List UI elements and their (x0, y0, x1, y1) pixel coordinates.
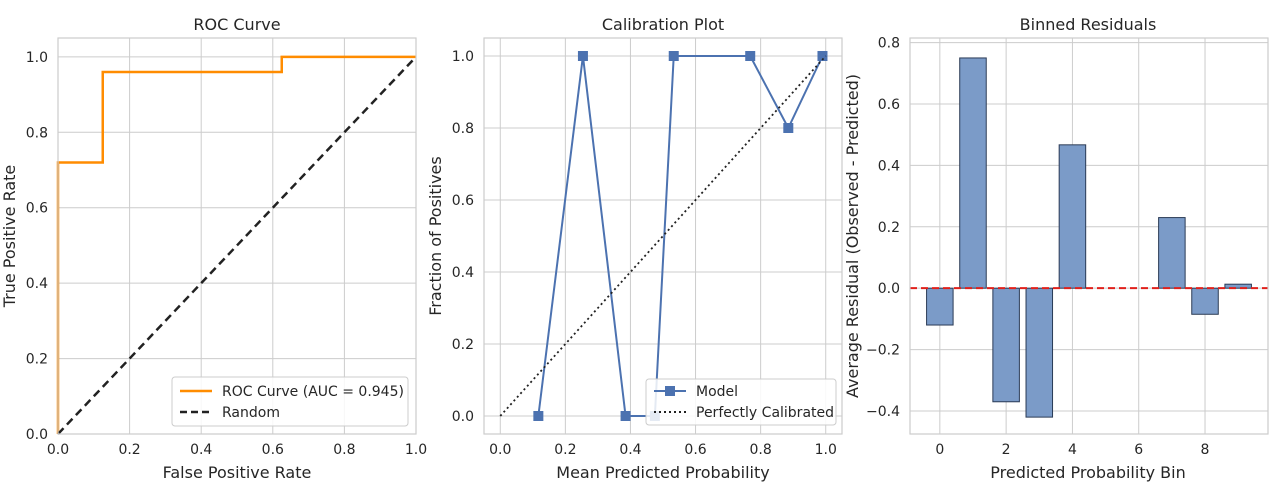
calibration-x-tick-label: 0.4 (619, 442, 641, 458)
roc-x-tick-label: 0.4 (190, 442, 212, 458)
roc-y-tick-label: 1.0 (26, 50, 48, 66)
calibration-legend-box (645, 378, 837, 426)
calibration-point-marker (533, 411, 544, 421)
residual-bar (1224, 283, 1252, 289)
residuals-title: Binned Residuals (1020, 15, 1157, 34)
calibration-x-tick-label: 1.0 (815, 442, 837, 458)
residual-bar (1058, 144, 1087, 289)
residuals-panel: Binned Residuals 0 2 4 6 8 −0.4 −0.2 0.0 0.2 0.4 0… (843, 15, 1269, 482)
roc-panel: ROC Curve 0.0 0.2 0.4 0.6 0.8 1.0 0.0 0.2 0.4 0.6… (0, 15, 427, 482)
roc-y-label: True Positive Rate (0, 165, 19, 309)
residual-bar (992, 287, 1020, 403)
residuals-x-tick-label: 8 (1201, 442, 1210, 458)
calibration-y-label: Fraction of Positives (426, 156, 445, 315)
residuals-y-tick-label: −0.2 (866, 343, 900, 359)
residual-bar (1025, 287, 1054, 418)
residuals-x-tick-label: 4 (1068, 442, 1077, 458)
roc-x-tick-label: 0.8 (333, 442, 355, 458)
calibration-x-tick-label: 0.0 (489, 442, 511, 458)
residuals-x-tick-label: 0 (935, 442, 944, 458)
roc-x-tick-label: 0.0 (47, 442, 69, 458)
residuals-y-tick-label: 0.4 (878, 158, 900, 174)
residuals-plot-frame (909, 37, 1269, 435)
calibration-point-marker (668, 51, 679, 61)
roc-series-line-1 (57, 55, 417, 435)
calibration-x-tick-label: 0.6 (684, 442, 706, 458)
calibration-title: Calibration Plot (602, 15, 724, 34)
residuals-x-tick-label: 6 (1134, 442, 1143, 458)
residuals-y-tick-label: −0.4 (866, 404, 900, 420)
residual-bar (1191, 287, 1219, 315)
roc-x-tick-label: 0.2 (118, 442, 140, 458)
roc-legend-label-random: Random (222, 405, 280, 421)
residual-bar (926, 287, 954, 326)
calibration-plot-frame (483, 37, 843, 435)
calibration-x-label: Mean Predicted Probability (556, 463, 769, 482)
roc-y-tick-label: 0.6 (26, 201, 48, 217)
residuals-x-tick-label: 2 (1002, 442, 1011, 458)
calibration-legend-marker-model (665, 386, 675, 396)
calibration-legend-label-perfect: Perfectly Calibrated (696, 405, 834, 421)
calibration-point-marker (745, 51, 756, 61)
residuals-x-label: Predicted Probability Bin (990, 463, 1185, 482)
calibration-y-tick-label: 0.6 (452, 193, 474, 209)
roc-legend-box (171, 376, 409, 427)
calibration-y-tick-label: 1.0 (452, 49, 474, 65)
roc-y-tick-label: 0.8 (26, 125, 48, 141)
calibration-point-marker (620, 411, 631, 421)
calibration-legend: Model Perfectly Calibrated (645, 378, 837, 426)
residuals-y-label: Average Residual (Observed - Predicted) (843, 74, 862, 398)
residual-bar (959, 57, 987, 289)
roc-x-tick-label: 0.6 (262, 442, 284, 458)
calibration-series-line-1 (499, 55, 827, 417)
roc-y-tick-label: 0.2 (26, 352, 48, 368)
calibration-series-line-0 (537, 55, 824, 417)
residuals-y-tick-label: 0.0 (878, 281, 900, 297)
calibration-x-tick-label: 0.8 (750, 442, 772, 458)
calibration-y-tick-label: 0.4 (452, 265, 474, 281)
roc-legend-label-roc: ROC Curve (AUC = 0.945) (222, 384, 404, 400)
residuals-y-tick-label: 0.8 (878, 36, 900, 52)
calibration-y-tick-label: 0.0 (452, 409, 474, 425)
roc-x-tick-label: 1.0 (405, 442, 427, 458)
calibration-y-tick-label: 0.8 (452, 121, 474, 137)
residuals-y-tick-label: 0.2 (878, 220, 900, 236)
calibration-y-tick-label: 0.2 (452, 337, 474, 353)
roc-legend: ROC Curve (AUC = 0.945) Random (171, 376, 409, 427)
residual-bar (1158, 217, 1186, 289)
roc-y-tick-label: 0.4 (26, 276, 48, 292)
calibration-point-marker (783, 123, 794, 133)
roc-title: ROC Curve (193, 15, 280, 34)
roc-y-tick-label: 0.0 (26, 427, 48, 443)
roc-plot-frame (57, 37, 417, 435)
calibration-legend-label-model: Model (696, 384, 738, 400)
roc-x-label: False Positive Rate (163, 463, 312, 482)
calibration-x-tick-label: 0.2 (554, 442, 576, 458)
calibration-panel: Calibration Plot 0.0 0.2 0.4 0.6 0.8 1.0 0.0 0.… (426, 15, 843, 482)
calibration-point-marker (577, 51, 588, 61)
residuals-y-tick-label: 0.6 (878, 97, 900, 113)
calibration-point-marker (817, 51, 828, 61)
